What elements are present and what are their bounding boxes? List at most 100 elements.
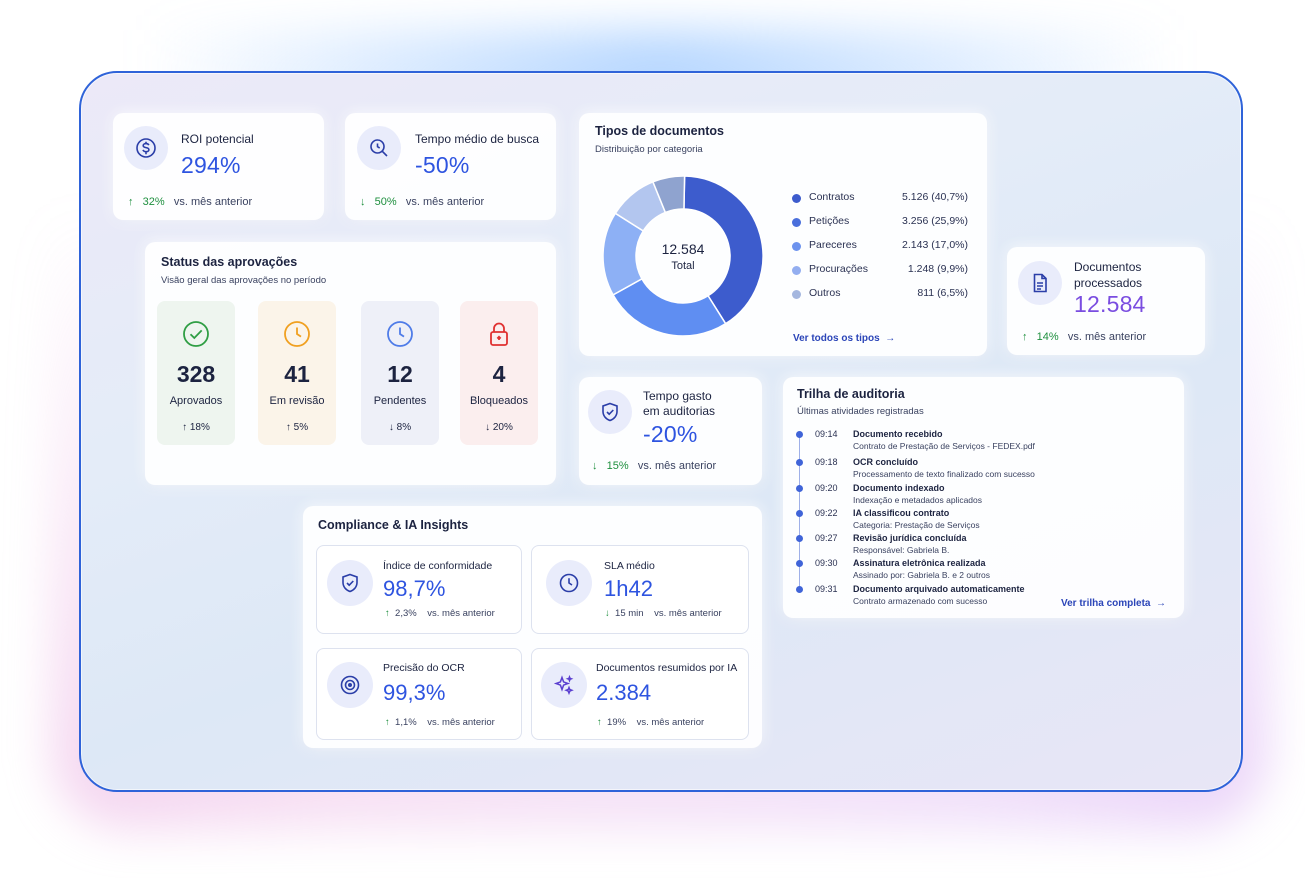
ocr-precision-trend: ↑ 1,1% vs. mês anterior bbox=[385, 717, 495, 728]
status-review-label: Em revisão bbox=[269, 395, 325, 407]
timeline-dot bbox=[796, 535, 803, 542]
legend-label: Outros bbox=[809, 287, 841, 299]
timeline-event-desc: Indexação e metadados aplicados bbox=[853, 495, 983, 505]
shield-check-icon bbox=[327, 560, 373, 606]
legend-label: Procurações bbox=[809, 263, 868, 275]
timeline-dot bbox=[796, 586, 803, 593]
timeline-event-title: Assinatura eletrônica realizada bbox=[853, 558, 986, 568]
timeline-event-title: OCR concluído bbox=[853, 457, 918, 467]
timeline-dot bbox=[796, 459, 803, 466]
legend-dot bbox=[792, 218, 801, 227]
conformity-index-trend-text: vs. mês anterior bbox=[427, 608, 495, 619]
status-pending-trend: ↓ 8% bbox=[388, 422, 412, 433]
docs-processed-trend: ↑ 14% vs. mês anterior bbox=[1022, 331, 1146, 343]
legend-row: Procurações 1.248 (9,9%) bbox=[792, 263, 972, 277]
timeline-time: 09:27 bbox=[815, 533, 838, 543]
timeline-event-desc: Contrato armazenado com sucesso bbox=[853, 596, 988, 606]
legend-value: 3.256 (25,9%) bbox=[902, 215, 968, 227]
audit-time-label-1: Tempo gasto bbox=[643, 389, 712, 403]
legend-value: 5.126 (40,7%) bbox=[902, 191, 968, 203]
status-pending-label: Pendentes bbox=[373, 395, 427, 407]
docs-processed-trend-value: 14% bbox=[1036, 331, 1059, 343]
arrow-up-icon: ↑ bbox=[1022, 331, 1028, 343]
arrow-down-icon: ↓ bbox=[592, 460, 598, 472]
timeline-event-title: Revisão jurídica concluída bbox=[853, 533, 967, 543]
donut-slice-outros[interactable] bbox=[651, 175, 686, 214]
sla-trend-value: 15 min bbox=[615, 608, 644, 619]
legend-label: Contratos bbox=[809, 191, 855, 203]
see-all-types-link[interactable]: Ver todos os tipos → bbox=[793, 333, 895, 344]
legend-dot bbox=[792, 266, 801, 275]
ocr-precision-trend-value: 1,1% bbox=[395, 717, 417, 728]
legend-value: 2.143 (17,0%) bbox=[902, 239, 968, 251]
ai-summaries-trend: ↑ 19% vs. mês anterior bbox=[597, 717, 704, 728]
see-all-types-label: Ver todos os tipos bbox=[793, 333, 880, 344]
clock-icon bbox=[284, 321, 310, 347]
donut-slice-contratos[interactable] bbox=[683, 175, 764, 325]
timeline-event-desc: Contrato de Prestação de Serviços - FEDE… bbox=[853, 441, 1035, 451]
audit-time-trend: ↓ 15% vs. mês anterior bbox=[592, 460, 716, 472]
ocr-precision-value: 99,3% bbox=[383, 680, 446, 705]
timeline-event-desc: Responsável: Gabriela B. bbox=[853, 545, 950, 555]
audit-time-value: -20% bbox=[643, 421, 698, 447]
timeline-time: 09:14 bbox=[815, 429, 838, 439]
arrow-up-icon: ↑ bbox=[385, 608, 390, 619]
doc-types-donut-chart bbox=[602, 175, 764, 337]
conformity-index-value: 98,7% bbox=[383, 576, 446, 601]
status-approved-tile[interactable]: 328 Aprovados ↑ 18% bbox=[157, 301, 235, 445]
shield-check-icon bbox=[588, 390, 632, 434]
audit-trail-subtitle: Últimas atividades registradas bbox=[797, 406, 924, 417]
timeline-dot bbox=[796, 431, 803, 438]
arrow-down-icon: ↓ bbox=[360, 196, 366, 208]
document-icon bbox=[1018, 261, 1062, 305]
timeline-dot bbox=[796, 485, 803, 492]
doc-types-title: Tipos de documentos bbox=[595, 124, 724, 138]
legend-row: Pareceres 2.143 (17,0%) bbox=[792, 239, 972, 253]
clock-icon bbox=[546, 560, 592, 606]
timeline-event-desc: Categoria: Prestação de Serviços bbox=[853, 520, 980, 530]
search-time-value: -50% bbox=[415, 152, 470, 178]
arrow-up-icon: ↑ bbox=[128, 196, 134, 208]
legend-value: 811 (6,5%) bbox=[917, 287, 968, 299]
timeline-event-desc: Processamento de texto finalizado com su… bbox=[853, 469, 1035, 479]
timeline-event-title: Documento arquivado automaticamente bbox=[853, 584, 1025, 594]
arrow-right-icon: → bbox=[885, 333, 896, 344]
ocr-precision-trend-text: vs. mês anterior bbox=[427, 717, 495, 728]
timeline-event-desc: Assinado por: Gabriela B. e 2 outros bbox=[853, 570, 991, 580]
status-blocked-tile[interactable]: 4 Bloqueados ↓ 20% bbox=[460, 301, 538, 445]
timeline-time: 09:31 bbox=[815, 584, 838, 594]
ai-summaries-value: 2.384 bbox=[596, 680, 652, 705]
donut-slice-petições[interactable] bbox=[612, 277, 727, 337]
ai-summaries-label: Documentos resumidos por IA bbox=[596, 662, 738, 674]
timeline-time: 09:22 bbox=[815, 508, 838, 518]
ai-summaries-trend-value: 19% bbox=[607, 717, 627, 728]
target-icon bbox=[327, 662, 373, 708]
donut-center-label: Total bbox=[671, 260, 695, 272]
conformity-index-label: Índice de conformidade bbox=[383, 560, 493, 572]
status-approved-label: Aprovados bbox=[169, 395, 223, 407]
timeline-time: 09:18 bbox=[815, 457, 838, 467]
search-time-trend-value: 50% bbox=[374, 196, 397, 208]
search-clock-icon bbox=[357, 126, 401, 170]
see-full-trail-label: Ver trilha completa bbox=[1061, 598, 1151, 609]
status-review-value: 41 bbox=[284, 361, 310, 387]
roi-label: ROI potencial bbox=[181, 132, 254, 146]
roi-value: 294% bbox=[181, 152, 241, 178]
sla-value: 1h42 bbox=[604, 576, 653, 601]
roi-trend: ↑ 32% vs. mês anterior bbox=[128, 196, 252, 208]
check-circle-icon bbox=[183, 321, 209, 347]
roi-trend-text: vs. mês anterior bbox=[173, 196, 253, 208]
legend-dot bbox=[792, 242, 801, 251]
see-full-trail-link[interactable]: Ver trilha completa → bbox=[1061, 598, 1166, 609]
status-review-tile[interactable]: 41 Em revisão ↑ 5% bbox=[258, 301, 336, 445]
compliance-title: Compliance & IA Insights bbox=[318, 518, 469, 532]
donut-center-value: 12.584 bbox=[661, 241, 705, 257]
status-blocked-trend: ↓ 20% bbox=[485, 422, 513, 433]
sla-trend: ↓ 15 min vs. mês anterior bbox=[605, 608, 722, 619]
docs-processed-label-2: processados bbox=[1074, 276, 1143, 290]
audit-trail-title: Trilha de auditoria bbox=[797, 387, 905, 401]
status-pending-tile[interactable]: 12 Pendentes ↓ 8% bbox=[361, 301, 439, 445]
status-review-trend: ↑ 5% bbox=[285, 422, 309, 433]
search-time-label: Tempo médio de busca bbox=[415, 132, 540, 146]
docs-processed-trend-text: vs. mês anterior bbox=[1067, 331, 1147, 343]
